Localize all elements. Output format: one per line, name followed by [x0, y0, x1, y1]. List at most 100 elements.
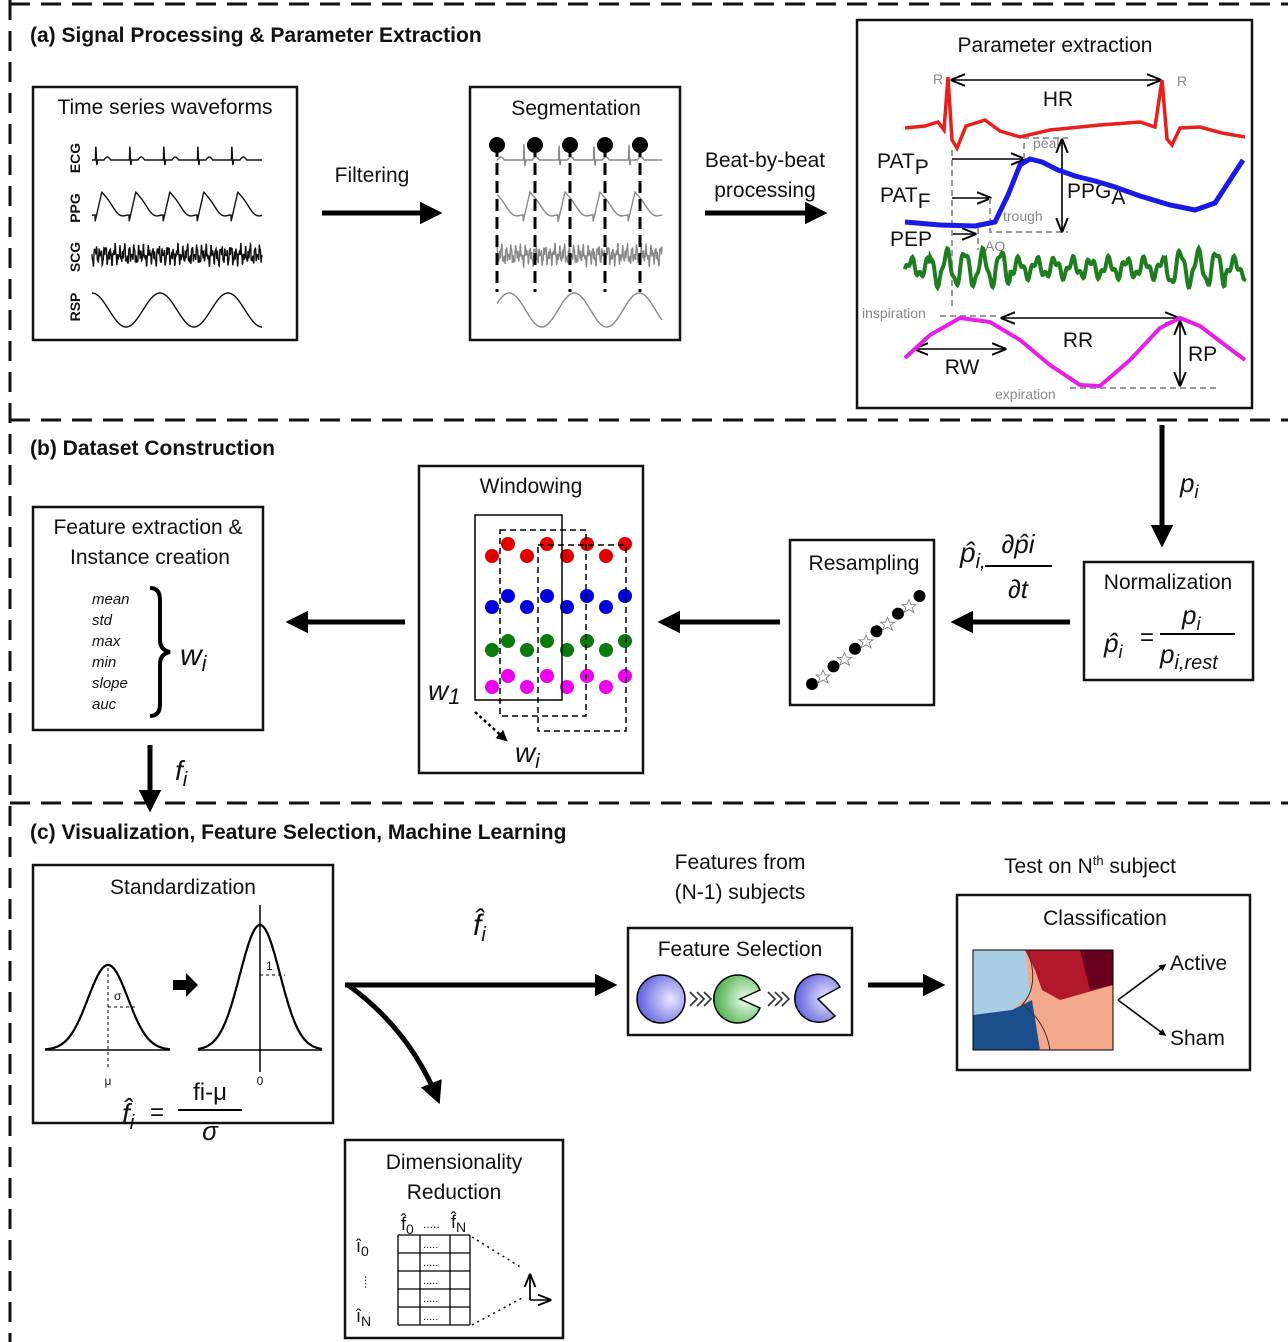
annotation: HR [1043, 88, 1073, 111]
arrow-label: fi [175, 755, 188, 791]
annotation: 0 [257, 1074, 264, 1088]
label-sub: N [361, 1313, 371, 1329]
window-dot [580, 537, 594, 551]
matrix-dots: ..... [423, 1239, 438, 1251]
label-sub: i [535, 751, 540, 773]
sample [914, 590, 926, 602]
signal-label: RSP [67, 293, 83, 322]
signal-label: ECG [67, 143, 83, 173]
window-dot [520, 600, 534, 614]
window-dot [599, 549, 613, 563]
annotation-base: PAT [880, 184, 918, 207]
window-dot [540, 669, 554, 683]
annotation-base: PAT [877, 150, 915, 173]
segment-marker [597, 137, 613, 153]
feature-name: mean [92, 591, 130, 608]
arrow-label: Beat-by-beat [705, 149, 825, 172]
segmentation-box [470, 87, 680, 340]
caption: (N-1) subjects [675, 881, 806, 904]
feature-circle [637, 975, 685, 1023]
window-dot [618, 537, 632, 551]
window-dot [540, 634, 554, 648]
panel-title: (a) Signal Processing & Parameter Extrac… [30, 24, 482, 47]
arrow-label: processing [714, 179, 816, 202]
window-dot [520, 549, 534, 563]
arrow-label: p̂i, [959, 537, 986, 573]
window-dot [501, 589, 515, 603]
label-base: w [180, 639, 204, 672]
segment-marker [527, 137, 543, 153]
annotation: 1 [266, 959, 273, 973]
caption: Features from [675, 851, 806, 874]
box-title: Feature extraction & [53, 516, 242, 539]
matrix-dots: ..... [423, 1311, 438, 1323]
annotation: inspiration [862, 305, 926, 321]
formula-sub: i,rest [1174, 652, 1219, 674]
caption-sup: th [1093, 853, 1104, 868]
formula: = [1140, 624, 1154, 651]
formula-base: p̂ [1103, 628, 1119, 658]
window-dot [599, 600, 613, 614]
arrow-label: ∂p̂i [1001, 529, 1035, 559]
window-dot [580, 589, 594, 603]
feature-name: auc [92, 696, 117, 713]
annotation: expiration [995, 386, 1056, 402]
box-title: Standardization [110, 876, 256, 899]
signal-label: SCG [67, 242, 83, 272]
formula-sub: i [130, 1112, 135, 1134]
caption-part: Test on N [1004, 855, 1093, 878]
label-sub: i [183, 769, 188, 791]
window-dot [485, 549, 499, 563]
window-dot [540, 537, 554, 551]
box-title: Windowing [480, 475, 583, 498]
label-sub: 1 [448, 684, 460, 709]
class-label: Sham [1170, 1027, 1225, 1050]
window-dot [501, 669, 515, 683]
label-sub: 0 [406, 1221, 414, 1237]
segment-marker [632, 137, 648, 153]
sample [828, 660, 840, 672]
box-title: Classification [1043, 907, 1167, 930]
arrow-label: Filtering [335, 164, 410, 187]
feature-name: min [92, 654, 116, 671]
formula-base: p [1159, 639, 1174, 669]
annotation: R [1177, 73, 1187, 89]
label-sub: i [481, 924, 486, 946]
feature-name: std [92, 612, 113, 629]
label-base: p [1179, 468, 1194, 498]
label-sub: 0 [361, 1243, 369, 1259]
panel-title: (b) Dataset Construction [30, 437, 275, 460]
box-title: Normalization [1104, 571, 1232, 594]
annotation: peak [1033, 135, 1064, 151]
box-title: Resampling [809, 552, 920, 575]
formula: = [150, 1099, 164, 1126]
window-dot [485, 600, 499, 614]
window-dot [520, 643, 534, 657]
annotation: PEP [890, 228, 932, 251]
matrix-label: .... [362, 1275, 376, 1288]
arrow-label: ∂t [1008, 574, 1030, 604]
window-dot [580, 634, 594, 648]
label-sub: i, [976, 551, 986, 573]
box-title: Feature Selection [658, 938, 823, 961]
annotation: RW [945, 356, 980, 379]
annotation: μ [105, 1074, 112, 1088]
window-dot [599, 643, 613, 657]
annotation: R [933, 71, 943, 87]
label-sub: i [1194, 482, 1199, 502]
box-title: Reduction [407, 1181, 502, 1204]
segment-marker [562, 137, 578, 153]
formula: σ [202, 1116, 219, 1146]
window-dot [485, 643, 499, 657]
label-base: w [515, 737, 537, 768]
matrix-dots: ..... [423, 1293, 438, 1305]
signal-label: PPG [67, 193, 83, 223]
windowing-box [419, 466, 643, 773]
box-title: Time series waveforms [57, 96, 272, 119]
annotation: trough [1003, 208, 1043, 224]
window-dot [501, 634, 515, 648]
annotation: RR [1063, 329, 1093, 352]
matrix-label: ..... [423, 1217, 440, 1231]
annotation-sub: P [915, 156, 929, 179]
formula: fi-μ [193, 1079, 227, 1106]
